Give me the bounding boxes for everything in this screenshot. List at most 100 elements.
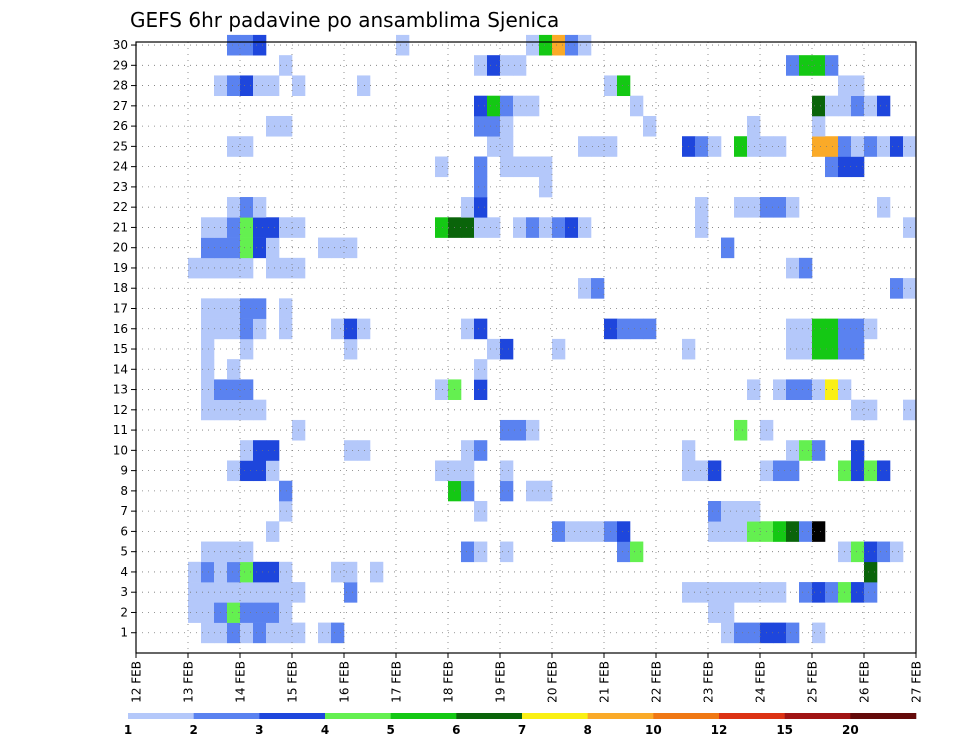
- heatmap-cell: [578, 34, 592, 56]
- heatmap-cell: [461, 197, 475, 218]
- x-tick-label: 13 FEB: [182, 661, 196, 703]
- heatmap-cell: [747, 622, 761, 644]
- heatmap-cell: [201, 318, 215, 340]
- heatmap-cell: [734, 197, 748, 218]
- heatmap-cell: [812, 95, 826, 117]
- x-tick-label: 22 FEB: [650, 661, 664, 703]
- heatmap-cell: [851, 440, 865, 461]
- legend-swatch: [390, 713, 457, 719]
- heatmap-cell: [747, 136, 761, 157]
- heatmap-cell: [747, 197, 761, 218]
- heatmap-cell: [201, 379, 215, 400]
- heatmap-cell: [565, 217, 579, 238]
- y-tick-label: 22: [113, 200, 128, 214]
- heatmap-cell: [851, 460, 865, 482]
- legend-swatch: [325, 713, 391, 719]
- y-tick-label: 12: [113, 403, 128, 417]
- heatmap-cell: [500, 156, 514, 178]
- heatmap-cell: [825, 156, 839, 178]
- heatmap-cell: [786, 338, 800, 360]
- heatmap-cell: [786, 622, 800, 644]
- heatmap-cell: [578, 278, 592, 299]
- y-axis: 1234567891011121314151617181920212223242…: [113, 38, 136, 640]
- heatmap-cell: [864, 318, 878, 340]
- heatmap-cell: [279, 622, 293, 644]
- heatmap-cell: [253, 197, 267, 218]
- x-tick-label: 15 FEB: [286, 661, 300, 703]
- heatmap-cell: [253, 602, 267, 623]
- heatmap-cell: [279, 217, 293, 238]
- heatmap-cell: [617, 75, 631, 97]
- x-tick-label: 27 FEB: [910, 661, 924, 703]
- heatmap-cell: [487, 338, 501, 360]
- heatmap-cell: [240, 298, 254, 319]
- legend-swatch: [784, 713, 851, 719]
- heatmap-cell: [227, 359, 241, 380]
- heatmap-cell: [253, 217, 267, 238]
- heatmap-cell: [487, 55, 501, 76]
- heatmap-cell: [500, 115, 514, 137]
- legend-label: 3: [255, 723, 263, 737]
- heatmap-cell: [630, 95, 644, 117]
- heatmap-cell: [799, 318, 813, 340]
- heatmap-cell: [474, 95, 488, 117]
- heatmap-cell: [695, 217, 709, 238]
- legend-swatch: [850, 713, 917, 719]
- heatmap-cell: [253, 237, 267, 259]
- heatmap-cell: [240, 582, 254, 603]
- heatmap-cell: [812, 622, 826, 644]
- heatmap-cell: [812, 115, 826, 137]
- heatmap-cell: [773, 460, 787, 482]
- heatmap-cell: [617, 541, 631, 563]
- heatmap-cell: [513, 55, 527, 76]
- heatmap-cell: [500, 55, 514, 76]
- legend-swatch: [456, 713, 523, 719]
- heatmap-cell: [240, 541, 254, 563]
- x-tick-label: 23 FEB: [702, 661, 716, 703]
- heatmap-cell: [474, 176, 488, 198]
- y-tick-label: 14: [113, 362, 128, 376]
- heatmap-cell: [227, 136, 241, 157]
- heatmap-cell: [591, 136, 605, 157]
- heatmap-cell: [812, 136, 826, 157]
- heatmap-cell: [318, 622, 332, 644]
- heatmap-cell: [773, 197, 787, 218]
- heatmap-cell: [279, 602, 293, 623]
- heatmap-cell: [227, 541, 241, 563]
- heatmap-cell: [877, 197, 891, 218]
- heatmap-cell: [565, 34, 579, 56]
- legend-label: 1: [124, 723, 132, 737]
- heatmap-cell: [227, 561, 241, 583]
- heatmap-cell: [851, 318, 865, 340]
- heatmap-cell: [513, 217, 527, 238]
- heatmap-cell: [617, 521, 631, 542]
- y-tick-label: 28: [113, 79, 128, 93]
- heatmap-cell: [227, 622, 241, 644]
- heatmap-cell: [474, 379, 488, 400]
- y-tick-label: 3: [120, 585, 128, 599]
- heatmap-cell: [253, 75, 267, 97]
- heatmap-cell: [877, 95, 891, 117]
- heatmap-cell: [344, 440, 358, 461]
- heatmap-cell: [474, 501, 488, 522]
- heatmap-cell: [864, 460, 878, 482]
- heatmap-cell: [630, 541, 644, 563]
- heatmap-cell: [513, 95, 527, 117]
- heatmap-cell: [227, 582, 241, 603]
- heatmap-cell: [851, 399, 865, 421]
- heatmap-cell: [708, 136, 722, 157]
- heatmap-cell: [266, 460, 280, 482]
- heatmap-cell: [721, 582, 735, 603]
- heatmap-cell: [240, 257, 254, 279]
- heatmap-cell: [825, 55, 839, 76]
- y-tick-label: 1: [120, 626, 128, 640]
- heatmap-cell: [474, 440, 488, 461]
- heatmap-cell: [240, 399, 254, 421]
- heatmap-cell: [318, 237, 332, 259]
- heatmap-cell: [461, 480, 475, 502]
- heatmap-cell: [578, 521, 592, 542]
- legend-label: 4: [321, 723, 329, 737]
- legend-swatch: [587, 713, 654, 719]
- heatmap-cell: [344, 338, 358, 360]
- x-tick-label: 26 FEB: [858, 661, 872, 703]
